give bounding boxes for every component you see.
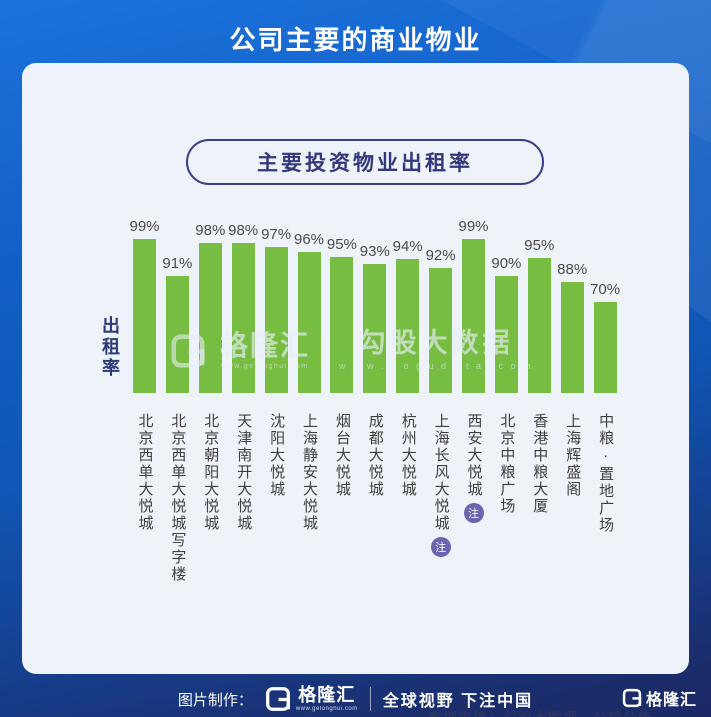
bar-value-label: 99% xyxy=(129,218,160,235)
bar-杭州大悦城 xyxy=(396,259,420,393)
corner-logo: 格隆汇 xyxy=(622,686,697,710)
category-label-杭州大悦城: 杭州大悦城 xyxy=(397,413,419,498)
category-label-上海辉盛阁: 上海辉盛阁 xyxy=(561,413,583,498)
category-label-上海静安大悦城: 上海静安大悦城 xyxy=(298,413,320,532)
data-support-note: 数据支持：勾股大数据、公司公告 xyxy=(428,708,653,717)
bar-value-label: 96% xyxy=(293,231,325,248)
category-label-香港中粮大厦: 香港中粮大厦 xyxy=(528,413,550,515)
made-by-label: 图片制作： xyxy=(177,691,253,709)
note-badge: 注 xyxy=(463,503,484,523)
bar-沈阳大悦城 xyxy=(264,247,288,393)
bar-上海长风大悦城 xyxy=(429,268,453,393)
category-label-成都大悦城: 成都大悦城 xyxy=(364,413,386,498)
category-label-上海长风大悦城: 上海长风大悦城注 xyxy=(430,413,452,557)
category-text: 北京西单大悦城写字楼 xyxy=(169,413,187,583)
note-badge: 注 xyxy=(430,537,451,557)
bar-value-label: 90% xyxy=(491,255,522,272)
bar-value-label: 93% xyxy=(359,243,390,260)
footer-logo-text: 格隆汇 www.gelonghui.com xyxy=(296,686,358,712)
category-label-北京中粮广场: 北京中粮广场 xyxy=(495,413,517,515)
category-label-天津南开大悦城: 天津南开大悦城 xyxy=(232,413,254,532)
category-label-北京西单大悦城: 北京西单大悦城 xyxy=(134,413,156,532)
category-text: 杭州大悦城 xyxy=(399,413,417,498)
category-label-中粮·置地广场: 中粮·置地广场 xyxy=(594,413,616,534)
y-axis-label: 出租率 xyxy=(100,316,120,379)
bar-value-label: 95% xyxy=(524,237,555,254)
footer-logo: 格隆汇 www.gelonghui.com xyxy=(265,686,358,712)
bar-西安大悦城 xyxy=(462,239,485,393)
bar-value-label: 97% xyxy=(261,226,292,243)
bar-中粮·置地广场 xyxy=(593,302,617,393)
category-text: 北京中粮广场 xyxy=(498,413,516,515)
category-text: 上海静安大悦城 xyxy=(301,413,318,532)
page-title: 公司主要的商业物业 xyxy=(229,25,482,55)
category-text: 香港中粮大厦 xyxy=(531,413,549,515)
bar-value-label: 98% xyxy=(195,222,226,239)
category-text: 烟台大悦城 xyxy=(333,413,351,498)
gelonghui-logo-icon xyxy=(622,688,642,708)
category-text: 上海辉盛阁 xyxy=(564,413,582,498)
bar-chart: 出租率 99% 北京西单大悦城 91% 北京西单大悦城写字楼 98% 北京朝阳大悦城 98% 天… xyxy=(22,63,689,674)
footer-brand-url: www.gelonghui.com xyxy=(295,706,358,712)
bar-value-label: 91% xyxy=(162,255,193,272)
category-text: 西安大悦城 xyxy=(465,413,483,498)
bar-北京朝阳大悦城 xyxy=(198,243,222,393)
category-label-沈阳大悦城: 沈阳大悦城 xyxy=(265,413,287,498)
bar-value-label: 70% xyxy=(590,281,621,298)
bar-value-label: 92% xyxy=(425,247,456,264)
category-text: 成都大悦城 xyxy=(366,413,384,498)
bar-value-label: 95% xyxy=(326,236,357,253)
footer-divider xyxy=(369,687,371,711)
bar-上海静安大悦城 xyxy=(297,252,321,393)
bar-value-label: 98% xyxy=(228,222,259,239)
chart-title-pill: 主要投资物业出租率 xyxy=(186,139,544,185)
footer-brand: 格隆汇 xyxy=(298,685,356,705)
category-label-北京西单大悦城写字楼: 北京西单大悦城写字楼 xyxy=(166,413,188,583)
gelonghui-logo-icon xyxy=(265,687,290,711)
bar-value-label: 99% xyxy=(458,218,489,235)
chart-card: 主要投资物业出租率 出租率 99% 北京西单大悦城 91% 北京西单大悦城写字楼 98% 北… xyxy=(22,63,689,717)
bar-上海辉盛阁 xyxy=(560,282,584,393)
corner-brand: 格隆汇 xyxy=(645,692,697,709)
footer-slogan: 全球视野 下注中国 xyxy=(382,693,534,710)
bar-北京中粮广场 xyxy=(494,276,518,393)
bar-value-label: 94% xyxy=(392,238,423,255)
bar-香港中粮大厦 xyxy=(527,258,551,393)
category-label-北京朝阳大悦城: 北京朝阳大悦城 xyxy=(199,413,221,532)
category-text: 天津南开大悦城 xyxy=(235,413,253,532)
category-text: 中粮·置地广场 xyxy=(597,413,615,534)
bar-北京西单大悦城写字楼 xyxy=(165,276,189,393)
category-text: 北京西单大悦城 xyxy=(136,413,154,532)
category-text: 北京朝阳大悦城 xyxy=(202,413,220,532)
bar-烟台大悦城 xyxy=(330,257,354,393)
chart-title: 主要投资物业出租率 xyxy=(257,152,473,175)
category-text: 沈阳大悦城 xyxy=(268,413,286,498)
footer-bar: 图片制作： 格隆汇 www.gelonghui.com 全球视野 下注中国 xyxy=(0,681,711,717)
bar-value-label: 88% xyxy=(557,261,588,278)
bar-北京西单大悦城 xyxy=(133,239,156,393)
category-text: 上海长风大悦城 xyxy=(432,413,450,532)
category-label-西安大悦城: 西安大悦城注 xyxy=(463,413,485,523)
category-label-烟台大悦城: 烟台大悦城 xyxy=(331,413,353,498)
bar-成都大悦城 xyxy=(363,264,387,393)
bar-天津南开大悦城 xyxy=(231,243,255,393)
